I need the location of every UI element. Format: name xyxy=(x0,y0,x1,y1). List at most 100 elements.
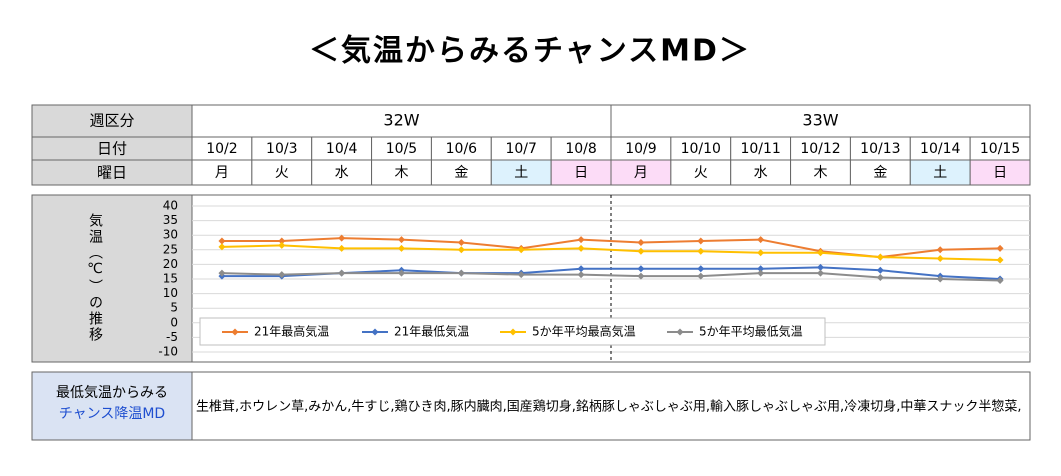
footer-label: チャンス降温MD xyxy=(59,406,165,422)
footer-items: 生椎茸,ホウレン草,みかん,牛すじ,鶏ひき肉,豚内臓肉,国産鶏切身,銘柄豚しゃぶ… xyxy=(196,399,1021,415)
point xyxy=(817,263,824,271)
weekday-label: 金 xyxy=(873,165,887,181)
y-tick-label: -5 xyxy=(166,330,178,344)
weekday-label: 土 xyxy=(933,165,947,181)
weekday-label: 土 xyxy=(514,165,528,181)
y-tick-label: 15 xyxy=(163,272,178,286)
date-label: 10/3 xyxy=(266,141,297,157)
chart-label-bg xyxy=(31,194,193,363)
point xyxy=(757,236,765,244)
point xyxy=(278,241,286,249)
weekday-cell xyxy=(610,159,672,186)
point xyxy=(936,275,944,283)
legend-label: 5か年平均最高気温 xyxy=(532,324,636,339)
point xyxy=(936,246,944,254)
date-label: 10/15 xyxy=(980,141,1020,157)
point xyxy=(457,246,465,254)
point xyxy=(577,244,585,252)
y-tick-label: 40 xyxy=(163,199,178,213)
weekday-label: 月 xyxy=(634,165,648,181)
y-tick-label: 5 xyxy=(170,301,178,315)
y-tick-label: 35 xyxy=(163,213,178,227)
weekday-label: 日 xyxy=(993,165,1007,181)
y-tick-label: -10 xyxy=(158,345,178,359)
date-label: 10/12 xyxy=(800,141,840,157)
date-label: 10/7 xyxy=(505,141,536,157)
point xyxy=(398,244,405,252)
y-tick-label: 10 xyxy=(163,286,178,300)
title: ＜気温からみるチャンスMD＞ xyxy=(309,34,751,69)
weekday-cell xyxy=(849,159,911,186)
point xyxy=(218,237,226,245)
point xyxy=(218,243,226,251)
week-label: 33W xyxy=(802,111,838,130)
date-label: 10/11 xyxy=(740,141,780,157)
weekday-label: 金 xyxy=(454,165,468,181)
weekday-cell xyxy=(969,159,1031,186)
point xyxy=(218,269,226,277)
point xyxy=(697,272,705,280)
point xyxy=(996,256,1004,264)
row-header: 週区分 xyxy=(89,112,134,130)
footer-label: 最低気温からみる xyxy=(56,385,168,401)
date-label: 10/13 xyxy=(860,141,900,157)
y-tick-label: 30 xyxy=(163,228,178,242)
point xyxy=(876,253,884,261)
point xyxy=(278,237,286,245)
weekday-cell xyxy=(191,159,253,186)
point xyxy=(398,269,405,277)
series-line xyxy=(221,244,1001,262)
point xyxy=(338,244,346,252)
legend-marker xyxy=(231,328,239,336)
row-header: 日付 xyxy=(97,140,127,158)
point xyxy=(637,247,645,255)
point xyxy=(996,244,1004,252)
date-label: 10/9 xyxy=(625,141,656,157)
weekday-cell xyxy=(550,159,612,186)
week-label: 32W xyxy=(383,111,419,130)
y-tick-label: 0 xyxy=(170,315,178,329)
footer-frame xyxy=(191,371,1031,441)
weekday-label: 水 xyxy=(754,165,768,181)
point xyxy=(936,255,944,263)
point xyxy=(338,234,346,242)
weekday-cell xyxy=(311,159,373,186)
y-tick-label: 20 xyxy=(163,257,178,271)
row-header: 曜日 xyxy=(97,164,127,182)
date-label: 10/2 xyxy=(206,141,237,157)
point xyxy=(637,239,645,246)
legend-marker xyxy=(371,328,379,336)
legend-marker xyxy=(509,328,517,336)
point xyxy=(577,265,585,273)
legend-label: 5か年平均最低気温 xyxy=(699,324,803,339)
point xyxy=(457,239,465,246)
weekday-cell xyxy=(670,159,732,186)
legend-label: 21年最高気温 xyxy=(254,324,329,339)
y-tick-label: 25 xyxy=(163,242,178,256)
series-line xyxy=(221,272,1001,282)
legend-marker xyxy=(676,328,684,336)
weekday-label: 火 xyxy=(694,165,708,181)
point xyxy=(278,271,286,279)
point xyxy=(637,265,645,273)
point xyxy=(817,269,824,277)
y-axis-label: 気温（℃）の推移 xyxy=(87,213,103,343)
date-label: 10/5 xyxy=(386,141,417,157)
point xyxy=(637,272,645,280)
point xyxy=(517,271,525,279)
date-label: 10/6 xyxy=(446,141,478,157)
point xyxy=(697,247,705,255)
point xyxy=(457,269,465,277)
point xyxy=(577,271,585,279)
weekday-label: 木 xyxy=(395,165,409,181)
weekday-label: 木 xyxy=(814,165,828,181)
point xyxy=(757,249,765,257)
date-label: 10/4 xyxy=(326,141,358,157)
point xyxy=(697,237,705,245)
header-bg xyxy=(32,105,192,185)
legend-label: 21年最低気温 xyxy=(394,324,469,339)
point xyxy=(996,276,1004,284)
point xyxy=(697,265,705,273)
weekday-label: 火 xyxy=(275,165,289,181)
